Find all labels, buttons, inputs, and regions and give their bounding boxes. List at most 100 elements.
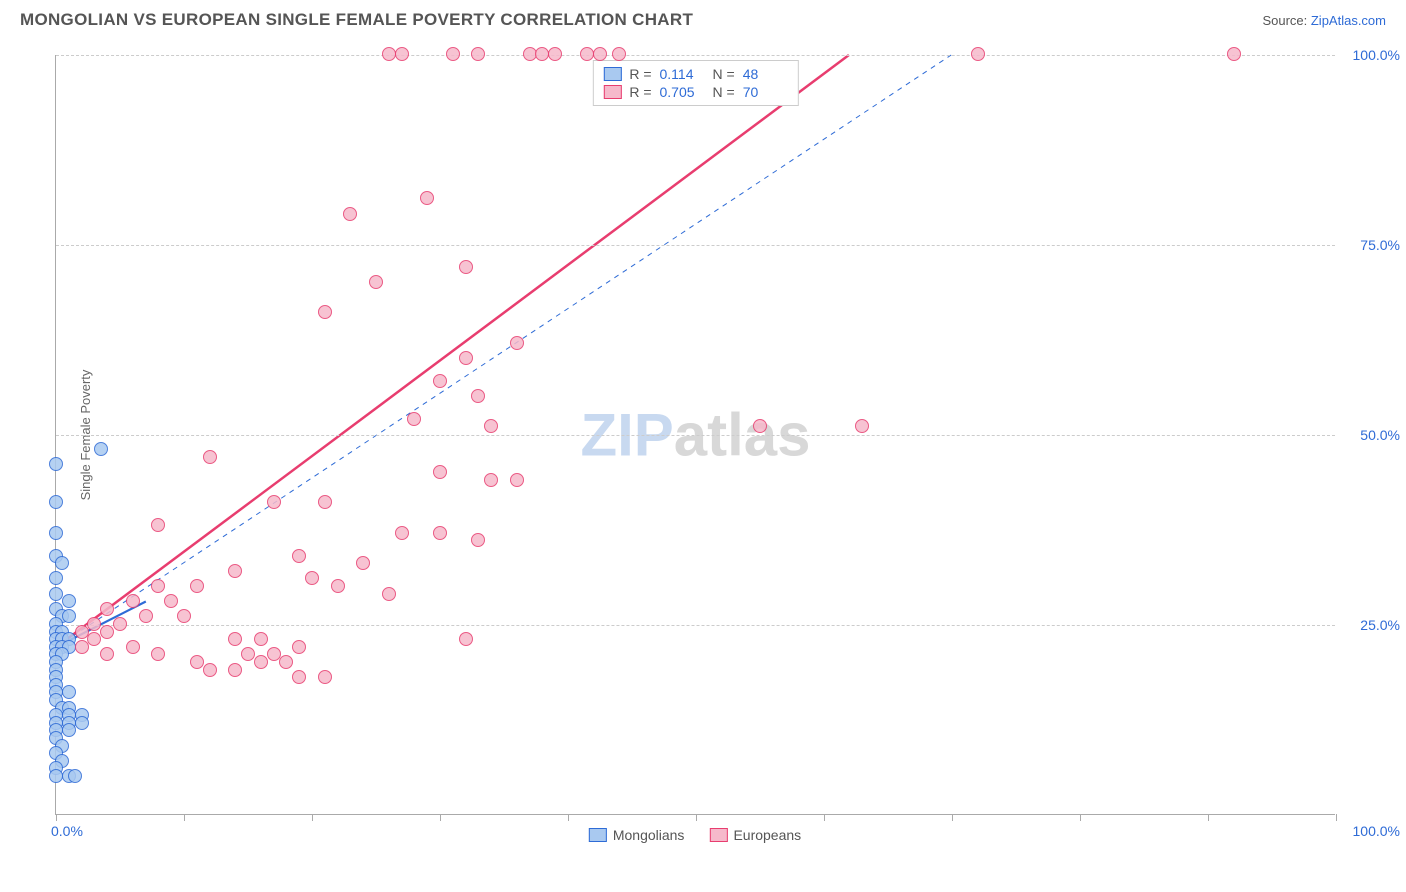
data-point: [292, 640, 306, 654]
r-label: R =: [629, 84, 651, 100]
source-attribution: Source: ZipAtlas.com: [1262, 13, 1386, 28]
data-point: [62, 594, 76, 608]
plot-area: ZIPatlas R =0.114N =48R =0.705N =70 25.0…: [55, 55, 1335, 815]
data-point: [75, 716, 89, 730]
data-point: [49, 587, 63, 601]
data-point: [356, 556, 370, 570]
data-point: [484, 419, 498, 433]
data-point: [203, 663, 217, 677]
data-point: [318, 670, 332, 684]
data-point: [62, 685, 76, 699]
data-point: [420, 191, 434, 205]
data-point: [68, 769, 82, 783]
x-tick: [440, 814, 441, 821]
y-tick-label: 25.0%: [1360, 617, 1400, 633]
data-point: [318, 495, 332, 509]
x-tick: [1080, 814, 1081, 821]
data-point: [395, 47, 409, 61]
series-swatch: [603, 85, 621, 99]
gridline: [56, 55, 1335, 56]
data-point: [446, 47, 460, 61]
trend-line: [56, 55, 849, 647]
r-value: 0.114: [660, 66, 705, 82]
data-point: [87, 632, 101, 646]
y-tick-label: 50.0%: [1360, 427, 1400, 443]
data-point: [471, 533, 485, 547]
x-max-label: 100.0%: [1353, 823, 1400, 839]
data-point: [395, 526, 409, 540]
data-point: [241, 647, 255, 661]
data-point: [267, 647, 281, 661]
data-point: [593, 47, 607, 61]
data-point: [190, 655, 204, 669]
data-point: [177, 609, 191, 623]
data-point: [407, 412, 421, 426]
data-point: [254, 655, 268, 669]
data-point: [369, 275, 383, 289]
data-point: [87, 617, 101, 631]
n-label: N =: [713, 66, 735, 82]
source-link[interactable]: ZipAtlas.com: [1311, 13, 1386, 28]
data-point: [49, 457, 63, 471]
x-tick: [56, 814, 57, 821]
data-point: [139, 609, 153, 623]
data-point: [100, 602, 114, 616]
data-point: [62, 609, 76, 623]
r-value: 0.705: [660, 84, 705, 100]
data-point: [55, 556, 69, 570]
stats-row: R = 0.114 N = 48: [603, 65, 787, 83]
data-point: [753, 419, 767, 433]
data-point: [113, 617, 127, 631]
legend-swatch: [709, 828, 727, 842]
stats-row: R = 0.705 N = 70: [603, 83, 787, 101]
n-value: 70: [743, 84, 788, 100]
data-point: [49, 526, 63, 540]
x-tick: [568, 814, 569, 821]
data-point: [62, 723, 76, 737]
data-point: [94, 442, 108, 456]
data-point: [510, 336, 524, 350]
data-point: [471, 47, 485, 61]
data-point: [100, 625, 114, 639]
data-point: [343, 207, 357, 221]
data-point: [382, 587, 396, 601]
data-point: [164, 594, 178, 608]
bottom-legend: MongoliansEuropeans: [589, 827, 801, 843]
data-point: [292, 549, 306, 563]
data-point: [228, 564, 242, 578]
chart-title: MONGOLIAN VS EUROPEAN SINGLE FEMALE POVE…: [20, 10, 693, 30]
data-point: [459, 632, 473, 646]
x-tick: [824, 814, 825, 821]
x-tick: [952, 814, 953, 821]
data-point: [331, 579, 345, 593]
x-tick: [696, 814, 697, 821]
data-point: [510, 473, 524, 487]
x-tick: [184, 814, 185, 821]
data-point: [612, 47, 626, 61]
data-point: [318, 305, 332, 319]
n-label: N =: [713, 84, 735, 100]
x-origin-label: 0.0%: [51, 823, 83, 839]
legend-label: Europeans: [733, 827, 801, 843]
chart-area: Single Female Poverty ZIPatlas R =0.114N…: [55, 55, 1335, 815]
data-point: [548, 47, 562, 61]
data-point: [228, 632, 242, 646]
stats-legend-box: R = 0.114 N = 48 R = 0.705 N = 70: [592, 60, 798, 106]
data-point: [459, 351, 473, 365]
trend-line: [56, 55, 951, 647]
y-tick-label: 75.0%: [1360, 237, 1400, 253]
gridline: [56, 625, 1335, 626]
data-point: [484, 473, 498, 487]
gridline: [56, 435, 1335, 436]
data-point: [433, 374, 447, 388]
source-label: Source:: [1262, 13, 1310, 28]
data-point: [151, 579, 165, 593]
x-tick: [312, 814, 313, 821]
n-value: 48: [743, 66, 788, 82]
series-swatch: [603, 67, 621, 81]
y-tick-label: 100.0%: [1353, 47, 1400, 63]
x-tick: [1208, 814, 1209, 821]
data-point: [471, 389, 485, 403]
data-point: [49, 571, 63, 585]
r-label: R =: [629, 66, 651, 82]
